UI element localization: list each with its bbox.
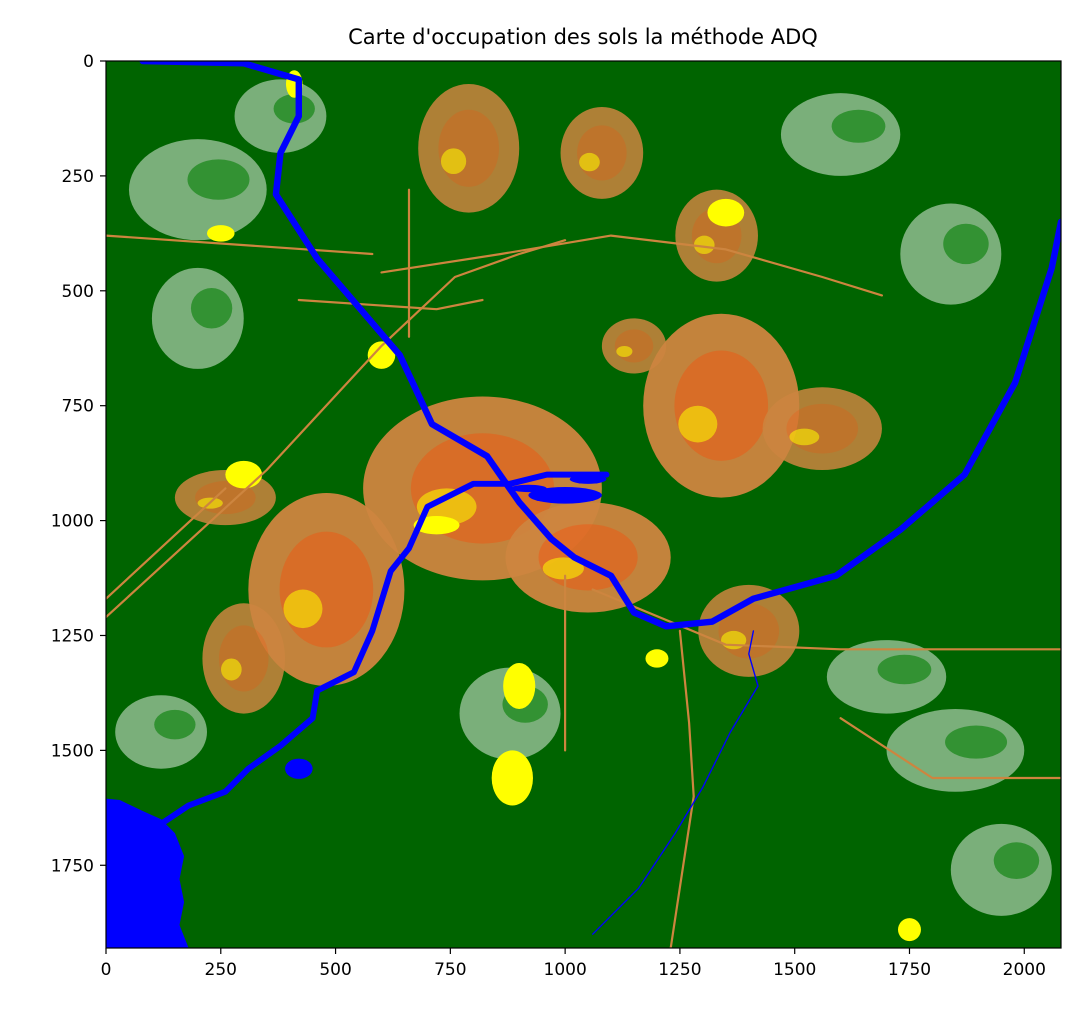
dense-urban-core xyxy=(786,403,859,454)
vegetation-patch xyxy=(154,709,196,740)
x-tick-label: 1000 xyxy=(544,960,587,980)
y-tick-label: 1000 xyxy=(51,512,94,532)
plot-frame xyxy=(105,60,1062,949)
road-line xyxy=(106,239,567,619)
bare-patch xyxy=(898,918,921,942)
dense-urban-core xyxy=(577,125,627,181)
bare-patch xyxy=(225,460,263,489)
y-tick-label: 750 xyxy=(62,397,94,417)
y-tick-label: 1250 xyxy=(51,626,94,646)
bare-spot xyxy=(789,428,820,446)
x-tick-label: 1250 xyxy=(658,960,701,980)
x-tick-label: 0 xyxy=(101,960,112,980)
urban-area xyxy=(698,584,800,677)
dense-urban-core xyxy=(674,350,769,461)
bare-layer xyxy=(207,70,921,942)
bare-patch xyxy=(207,225,235,242)
road-line xyxy=(591,588,1061,651)
dense-urban-core xyxy=(614,329,654,363)
bare-patch xyxy=(413,515,460,535)
water-body xyxy=(569,474,607,484)
water-body xyxy=(528,487,602,504)
vegetation-patch xyxy=(993,842,1040,880)
bare-spot xyxy=(440,148,467,175)
vegetation-patch xyxy=(943,223,989,265)
urban-area xyxy=(248,493,405,687)
vegetation-patch xyxy=(945,725,1008,759)
y-axis: 0 250 500 750 1000 1250 1500 1750 xyxy=(51,52,106,876)
urban-area xyxy=(762,387,882,471)
road-line xyxy=(380,234,883,297)
road-line xyxy=(669,629,695,948)
vegetation-patch xyxy=(190,288,233,329)
bare-patch xyxy=(503,663,536,710)
y-tick-label: 1750 xyxy=(51,856,94,876)
x-tick-label: 750 xyxy=(434,960,466,980)
bare-spot xyxy=(221,658,242,681)
bare-spot xyxy=(616,345,633,357)
land-cover-map xyxy=(106,61,1061,948)
urban-area xyxy=(202,603,286,714)
x-tick-label: 250 xyxy=(205,960,237,980)
dense-urban-core xyxy=(218,625,269,692)
bare-patch xyxy=(491,750,533,806)
roads-layer xyxy=(106,188,1061,948)
y-tick-label: 0 xyxy=(83,52,94,72)
road-line xyxy=(297,298,484,311)
bare-spot xyxy=(721,630,747,650)
x-tick-label: 1750 xyxy=(888,960,931,980)
bare-patch xyxy=(707,198,745,227)
dense-urban-core xyxy=(538,524,638,591)
water-body xyxy=(285,758,313,779)
vegetation-patch xyxy=(187,159,250,200)
urban-area xyxy=(601,318,667,374)
y-tick-label: 500 xyxy=(62,282,94,302)
urban-area xyxy=(418,83,520,213)
river xyxy=(592,630,759,935)
x-tick-label: 1500 xyxy=(773,960,816,980)
vegetation-patch xyxy=(831,109,886,143)
urban-area xyxy=(643,313,800,498)
river xyxy=(158,471,610,827)
bare-spot xyxy=(579,152,600,172)
river xyxy=(139,61,1061,630)
road-line xyxy=(106,487,227,600)
y-tick-label: 250 xyxy=(62,167,94,187)
bare-spot xyxy=(416,488,477,526)
road-line xyxy=(839,717,1061,780)
x-axis: 0 250 500 750 1000 1250 1500 1750 2000 xyxy=(101,948,1046,980)
bare-patch xyxy=(367,341,396,369)
bare-spot xyxy=(678,405,718,443)
dense-urban-core xyxy=(438,109,500,187)
y-tick-label: 1500 xyxy=(51,741,94,761)
vegetation-patch xyxy=(877,654,932,685)
chart-title: Carte d'occupation des sols la méthode A… xyxy=(348,25,818,49)
vegetation-patch xyxy=(273,94,315,124)
x-tick-label: 500 xyxy=(319,960,351,980)
road-line xyxy=(106,234,374,256)
x-tick-label: 2000 xyxy=(1003,960,1046,980)
water-body xyxy=(510,484,547,493)
lake xyxy=(106,798,189,948)
bare-patch xyxy=(645,649,669,668)
urban-area xyxy=(560,106,644,199)
bare-spot xyxy=(693,235,715,255)
bare-spot xyxy=(283,589,323,629)
dense-urban-core xyxy=(279,531,374,648)
clearings-layer xyxy=(115,79,1052,916)
bare-spot xyxy=(542,557,584,580)
water-layer xyxy=(106,61,1061,948)
